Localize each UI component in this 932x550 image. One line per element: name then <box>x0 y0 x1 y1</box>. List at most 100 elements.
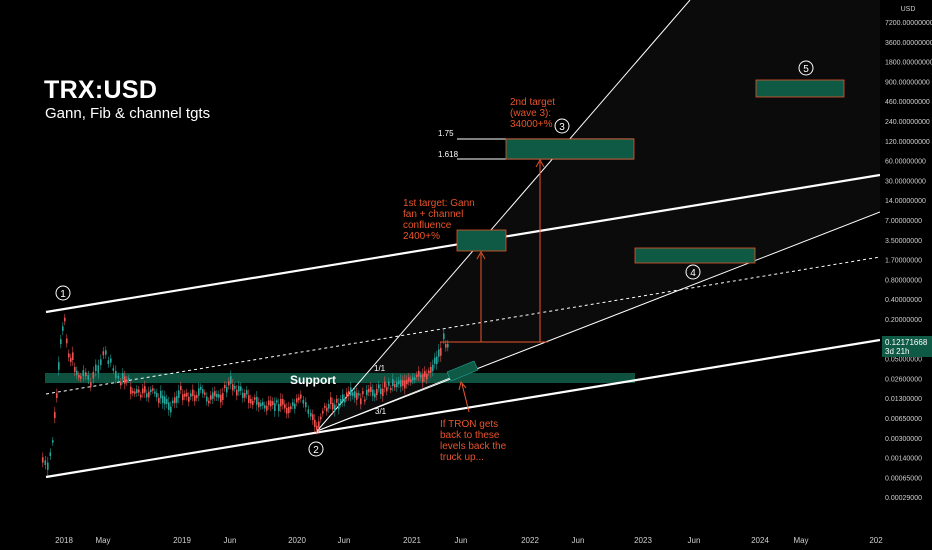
candle <box>150 389 152 392</box>
candle <box>138 389 140 393</box>
candle <box>130 386 132 394</box>
fib-label-1-75: 1.75 <box>438 129 454 138</box>
candle <box>168 402 170 410</box>
candle <box>170 406 172 413</box>
candle <box>314 419 316 427</box>
price-tick-label: 0.20000000 <box>885 317 922 324</box>
candle <box>366 389 368 396</box>
candle <box>374 393 376 398</box>
price-badge-value: 0.12171668 <box>885 338 928 347</box>
candle <box>272 401 274 406</box>
candle <box>68 353 70 358</box>
candle <box>132 390 134 394</box>
target-arrows <box>440 158 548 413</box>
candle <box>120 381 122 386</box>
candle <box>226 387 228 393</box>
candle <box>186 392 188 397</box>
candle <box>216 393 218 398</box>
candle <box>414 377 416 381</box>
tron-entry-zone <box>446 360 479 382</box>
candle <box>426 374 428 380</box>
price-badge-countdown: 3d 21h <box>885 347 910 356</box>
target-zone-1 <box>456 229 507 252</box>
wave-2-marker: 2 <box>308 441 324 457</box>
candle <box>232 384 234 391</box>
candle <box>97 365 100 373</box>
candle <box>208 400 210 404</box>
price-badge: 0.12171668 3d 21h <box>882 336 932 357</box>
candle <box>250 398 252 404</box>
price-tick-label: 900.00000000 <box>885 79 930 86</box>
candle <box>252 400 254 405</box>
gann-fan-area <box>317 0 880 431</box>
gann-line-1-1 <box>316 211 880 432</box>
time-tick-label: Jun <box>688 536 701 545</box>
candle <box>124 376 126 384</box>
candle <box>418 370 420 377</box>
candle <box>440 347 442 356</box>
candle <box>288 406 290 414</box>
candle <box>136 389 138 393</box>
candle <box>222 393 224 401</box>
candle <box>54 412 56 419</box>
price-axis[interactable]: 7200.00000000 3600.00000000 1800.00000000 9… <box>885 20 932 502</box>
time-tick-label: Jun <box>455 536 468 545</box>
candle <box>338 403 340 410</box>
wave-3-label: 3 <box>559 122 565 133</box>
candle <box>350 387 352 396</box>
candle <box>244 393 246 398</box>
candle <box>286 408 288 414</box>
candle <box>416 374 418 378</box>
gann-label-3-1: 3/1 <box>375 407 387 416</box>
candle <box>434 357 436 364</box>
candle <box>266 405 268 411</box>
candle <box>376 388 378 396</box>
candle <box>188 396 190 402</box>
time-tick-label: 2023 <box>634 536 652 545</box>
candle <box>262 402 264 406</box>
candle <box>392 379 394 387</box>
price-tick-label: 0.00300000 <box>885 436 922 443</box>
candle <box>248 395 250 403</box>
candle <box>80 376 82 379</box>
candle <box>184 393 186 397</box>
price-tick-label: 0.00029000 <box>885 495 922 502</box>
candle <box>386 387 388 392</box>
price-tick-label: 0.05000000 <box>885 357 922 364</box>
candle <box>298 397 300 401</box>
candle <box>334 404 336 412</box>
candle <box>72 352 74 360</box>
candle <box>66 338 68 344</box>
candle <box>388 381 390 386</box>
target-zone-wave5 <box>755 79 845 98</box>
candle <box>202 389 204 394</box>
candle <box>122 373 124 380</box>
candle <box>316 425 318 431</box>
plot-area[interactable]: 1 2 3 4 5 1.75 1.618 1/1 3/1 <box>42 0 880 479</box>
candle <box>352 392 354 396</box>
candle <box>348 390 350 397</box>
candle <box>62 326 64 331</box>
time-tick-label: 2021 <box>403 536 421 545</box>
candle <box>192 389 194 397</box>
gann-label-1-1: 1/1 <box>374 364 386 373</box>
candle <box>390 388 392 391</box>
price-tick-label: 7.00000000 <box>885 218 922 225</box>
price-tick-label: 3600.00000000 <box>885 40 932 47</box>
candle <box>400 379 402 387</box>
price-tick-label: 240.00000000 <box>885 119 930 126</box>
candle <box>268 400 270 406</box>
candle <box>47 462 49 470</box>
time-axis[interactable]: 2018 May 2019 Jun 2020 Jun 2021 Jun 2022 Jun 2023 J… <box>55 536 883 545</box>
candle <box>410 379 412 383</box>
candle <box>70 357 72 363</box>
candle <box>76 370 78 376</box>
candle <box>328 403 330 409</box>
candle <box>310 412 312 417</box>
candle <box>117 375 120 379</box>
candle <box>58 362 60 370</box>
candle <box>278 404 280 412</box>
candle <box>384 381 386 388</box>
candle <box>64 317 66 322</box>
candle <box>87 375 90 380</box>
